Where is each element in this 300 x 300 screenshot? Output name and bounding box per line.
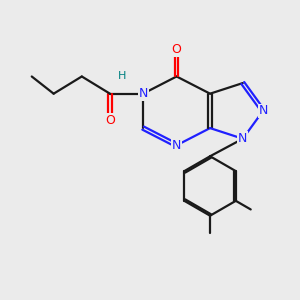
- Text: N: N: [258, 104, 268, 117]
- Text: N: N: [138, 87, 148, 100]
- Text: N: N: [172, 139, 181, 152]
- Text: O: O: [172, 44, 182, 56]
- Text: N: N: [238, 132, 248, 145]
- Text: O: O: [105, 114, 115, 127]
- Text: H: H: [118, 71, 127, 82]
